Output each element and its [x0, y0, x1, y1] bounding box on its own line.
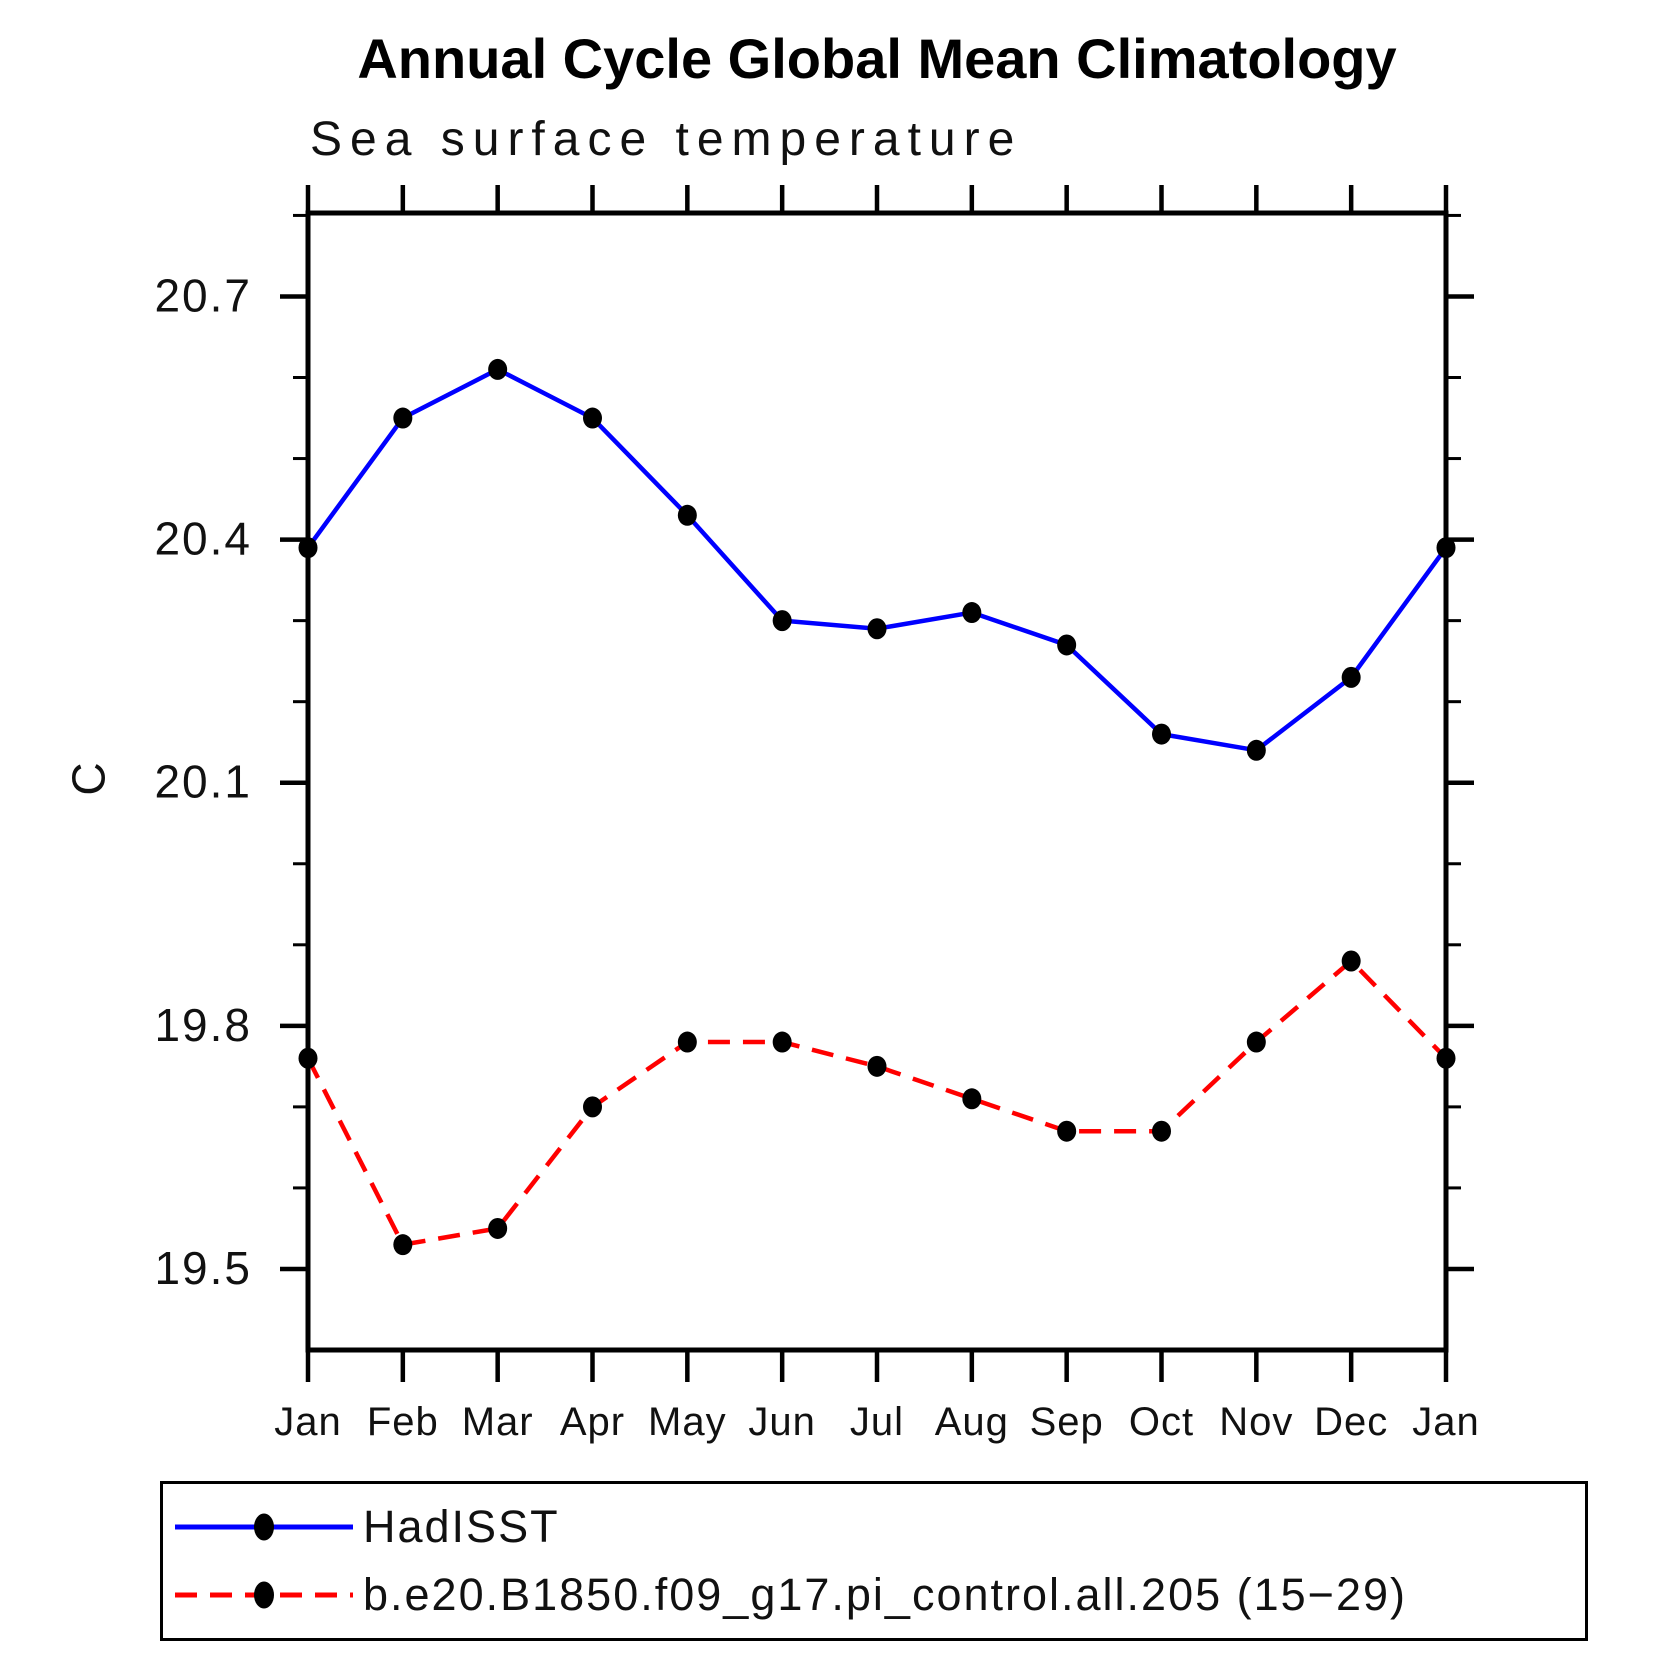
series-line-model — [305, 957, 1448, 1248]
y-axis-title: C — [62, 762, 115, 796]
hadisst-sample-marker-icon — [254, 1513, 274, 1541]
data-point-marker-icon — [962, 1088, 982, 1110]
data-point-marker-icon — [962, 602, 982, 624]
data-point-marker-icon — [1152, 1120, 1171, 1142]
y-tick-label: 20.4 — [154, 513, 252, 565]
page-title: Annual Cycle Global Mean Climatology — [357, 27, 1397, 90]
data-point-marker-icon — [772, 1031, 792, 1053]
x-tick-label: Jun — [748, 1400, 816, 1444]
y-tick-label: 20.7 — [154, 269, 252, 321]
data-point-marker-icon — [772, 610, 792, 632]
model-sample-marker-icon — [254, 1581, 274, 1609]
data-point-marker-icon — [1057, 634, 1077, 656]
x-tick-label: Sep — [1030, 1400, 1104, 1444]
x-tick-label: Jan — [1412, 1400, 1480, 1444]
data-point-marker-icon — [1341, 666, 1361, 688]
legend-label-model: b.e20.B1850.f09_g17.pi_control.all.205 (… — [363, 1569, 1407, 1621]
data-point-marker-icon — [1341, 950, 1361, 972]
data-point-marker-icon — [1436, 537, 1456, 559]
x-tick-label: Aug — [935, 1400, 1009, 1444]
chart-subtitle: Sea surface temperature — [310, 113, 1023, 166]
x-tick-label: May — [648, 1400, 727, 1444]
data-point-marker-icon — [1152, 723, 1171, 745]
series-line-hadisst — [306, 366, 1448, 753]
legend-label-hadisst: HadISST — [363, 1500, 560, 1552]
plot-frame — [305, 210, 1449, 1353]
model-line-sample — [175, 1581, 353, 1609]
data-point-marker-icon — [583, 407, 602, 429]
y-tick-label: 19.8 — [154, 999, 252, 1051]
legend-item-hadisst: HadISST — [169, 1501, 1585, 1553]
data-point-marker-icon — [1436, 1047, 1456, 1069]
x-tick-label: Dec — [1314, 1400, 1388, 1444]
data-point-marker-icon — [583, 1096, 602, 1118]
data-point-marker-icon — [298, 1047, 318, 1069]
x-tick-label: Oct — [1129, 1400, 1194, 1444]
data-point-marker-icon — [298, 537, 318, 559]
data-point-marker-icon — [393, 1234, 413, 1256]
data-point-marker-icon — [393, 407, 413, 429]
legend-item-model: b.e20.B1850.f09_g17.pi_control.all.205 (… — [169, 1569, 1585, 1621]
data-point-marker-icon — [677, 1031, 697, 1053]
legend: HadISST b.e20.B1850.f09_g17.pi_control.a… — [160, 1481, 1588, 1641]
hadisst-line-sample — [175, 1513, 353, 1541]
x-tick-label: Nov — [1219, 1400, 1293, 1444]
data-point-marker-icon — [488, 1217, 508, 1239]
data-point-marker-icon — [677, 504, 697, 526]
x-tick-label: Apr — [560, 1400, 625, 1444]
x-tick-label: Jan — [274, 1400, 342, 1444]
x-tick-label: Feb — [367, 1400, 439, 1444]
data-point-marker-icon — [1246, 1031, 1266, 1053]
data-point-marker-icon — [1057, 1120, 1077, 1142]
data-point-marker-icon — [867, 618, 887, 640]
y-tick-label: 20.1 — [154, 756, 252, 808]
x-tick-label: Jul — [850, 1400, 904, 1444]
x-tick-label: Mar — [462, 1400, 534, 1444]
data-point-marker-icon — [488, 358, 508, 380]
data-point-marker-icon — [1246, 739, 1266, 761]
y-tick-label: 19.5 — [154, 1242, 252, 1294]
data-point-marker-icon — [867, 1055, 887, 1077]
